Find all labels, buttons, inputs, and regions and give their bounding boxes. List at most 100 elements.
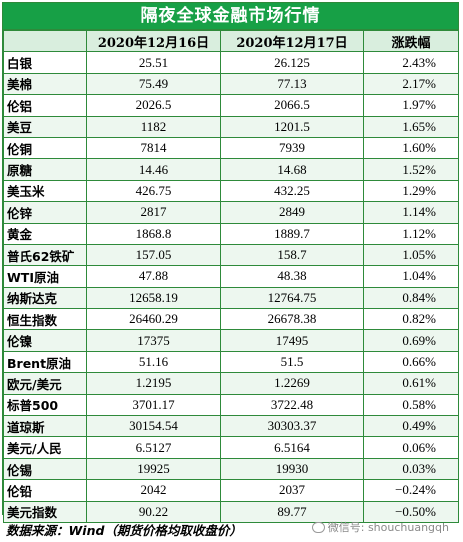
row-name: 伦锡 [3,457,87,481]
row-value-date-1: 2817 [86,201,221,224]
table-row: 标普500 3701.17 3722.48 0.58% [3,393,459,417]
row-name: 美棉 [3,72,87,96]
row-value-date-1: 1868.8 [86,222,221,245]
row-change: 0.06% [363,436,459,459]
market-table: 2020年12月16日 2020年12月17日 涨跌幅 白银 25.51 26.12… [3,29,459,523]
row-value-date-2: 48.38 [220,265,364,288]
row-value-date-2: 17495 [220,329,364,352]
row-name: 黄金 [3,222,87,245]
row-name: 伦铜 [3,136,87,160]
row-name: Brent原油 [3,350,87,374]
table-row: 白银 25.51 26.125 2.43% [3,51,459,74]
row-change: 0.49% [363,415,459,438]
row-value-date-1: 1.2195 [86,372,221,395]
row-value-date-1: 426.75 [86,179,221,203]
watermark-text: 微信号: shouchuangqh [327,521,449,534]
row-value-date-2: 432.25 [220,179,364,203]
row-change: 1.12% [363,222,459,245]
table-row: 伦铝 2026.5 2066.5 1.97% [3,94,459,117]
row-value-date-1: 51.16 [86,350,221,374]
row-value-date-1: 7814 [86,136,221,160]
table-row: 伦锌 2817 2849 1.14% [3,201,459,224]
row-value-date-1: 2042 [86,479,221,502]
row-value-date-2: 14.68 [220,158,364,181]
table-title: 隔夜全球金融市场行情 [3,3,458,30]
table-row: 欧元/美元 1.2195 1.2269 0.61% [3,372,459,395]
row-change: 1.97% [363,94,459,117]
row-change: 2.17% [363,72,459,96]
row-name: 美元指数 [3,500,87,523]
row-name: 美元/人民 [3,436,87,459]
table-row: 纳斯达克 12658.19 12764.75 0.84% [3,286,459,310]
row-change: 1.60% [363,136,459,160]
row-name: 标普500 [3,393,87,417]
row-value-date-2: 19930 [220,457,364,481]
row-value-date-2: 12764.75 [220,286,364,310]
row-name: 白银 [3,51,87,74]
row-name: 美玉米 [3,179,87,203]
row-value-date-1: 2026.5 [86,94,221,117]
row-value-date-2: 3722.48 [220,393,364,417]
row-change: 0.03% [363,457,459,481]
row-change: 1.04% [363,265,459,288]
row-value-date-1: 47.88 [86,265,221,288]
row-value-date-2: 26.125 [220,51,364,74]
row-name: 伦铅 [3,479,87,502]
row-value-date-1: 1182 [86,115,221,138]
row-change: 2.43% [363,51,459,74]
row-change: 1.65% [363,115,459,138]
row-value-date-2: 77.13 [220,72,364,96]
row-value-date-2: 2849 [220,201,364,224]
row-value-date-1: 12658.19 [86,286,221,310]
header-date-1: 2020年12月16日 [86,29,221,53]
row-value-date-1: 26460.29 [86,308,221,331]
row-value-date-2: 2037 [220,479,364,502]
table-row: 普氏62铁矿 157.05 158.7 1.05% [3,243,459,267]
row-name: WTI原油 [3,265,87,288]
row-name: 伦锌 [3,201,87,224]
table-row: 美棉 75.49 77.13 2.17% [3,72,459,96]
row-name: 恒生指数 [3,308,87,331]
row-value-date-2: 158.7 [220,243,364,267]
table-row: 伦铜 7814 7939 1.60% [3,136,459,160]
row-name: 原糖 [3,158,87,181]
row-change: −0.50% [363,500,459,523]
row-value-date-1: 75.49 [86,72,221,96]
row-value-date-1: 25.51 [86,51,221,74]
table-row: 黄金 1868.8 1889.7 1.12% [3,222,459,245]
row-value-date-1: 30154.54 [86,415,221,438]
table-row: 伦锡 19925 19930 0.03% [3,457,459,481]
row-change: 0.61% [363,372,459,395]
row-change: 1.29% [363,179,459,203]
row-value-date-2: 1.2269 [220,372,364,395]
row-value-date-2: 51.5 [220,350,364,374]
row-value-date-2: 1201.5 [220,115,364,138]
row-name: 伦铝 [3,94,87,117]
row-value-date-2: 7939 [220,136,364,160]
table-row: 美元/人民 6.5127 6.5164 0.06% [3,436,459,459]
row-value-date-2: 2066.5 [220,94,364,117]
row-value-date-2: 30303.37 [220,415,364,438]
wechat-watermark: 微信号: shouchuangqh [311,519,449,535]
row-change: 0.69% [363,329,459,352]
wechat-icon [311,521,325,533]
data-source-note: 数据来源：Wind（期货价格均取收盘价） [6,523,242,538]
row-name: 纳斯达克 [3,286,87,310]
row-value-date-2: 26678.38 [220,308,364,331]
row-value-date-1: 3701.17 [86,393,221,417]
row-change: 0.58% [363,393,459,417]
row-value-date-1: 19925 [86,457,221,481]
market-table-frame: 隔夜全球金融市场行情 2020年12月16日 2020年12月17日 涨跌幅 白… [2,2,459,523]
row-value-date-1: 6.5127 [86,436,221,459]
table-row: 原糖 14.46 14.68 1.52% [3,158,459,181]
row-name: 美豆 [3,115,87,138]
table-row: WTI原油 47.88 48.38 1.04% [3,265,459,288]
header-row: 2020年12月16日 2020年12月17日 涨跌幅 [3,29,459,53]
table-row: 道琼斯 30154.54 30303.37 0.49% [3,415,459,438]
row-change: 1.52% [363,158,459,181]
row-change: 1.14% [363,201,459,224]
row-name: 伦镍 [3,329,87,352]
table-row: 美豆 1182 1201.5 1.65% [3,115,459,138]
row-name: 普氏62铁矿 [3,243,87,267]
row-name: 欧元/美元 [3,372,87,395]
